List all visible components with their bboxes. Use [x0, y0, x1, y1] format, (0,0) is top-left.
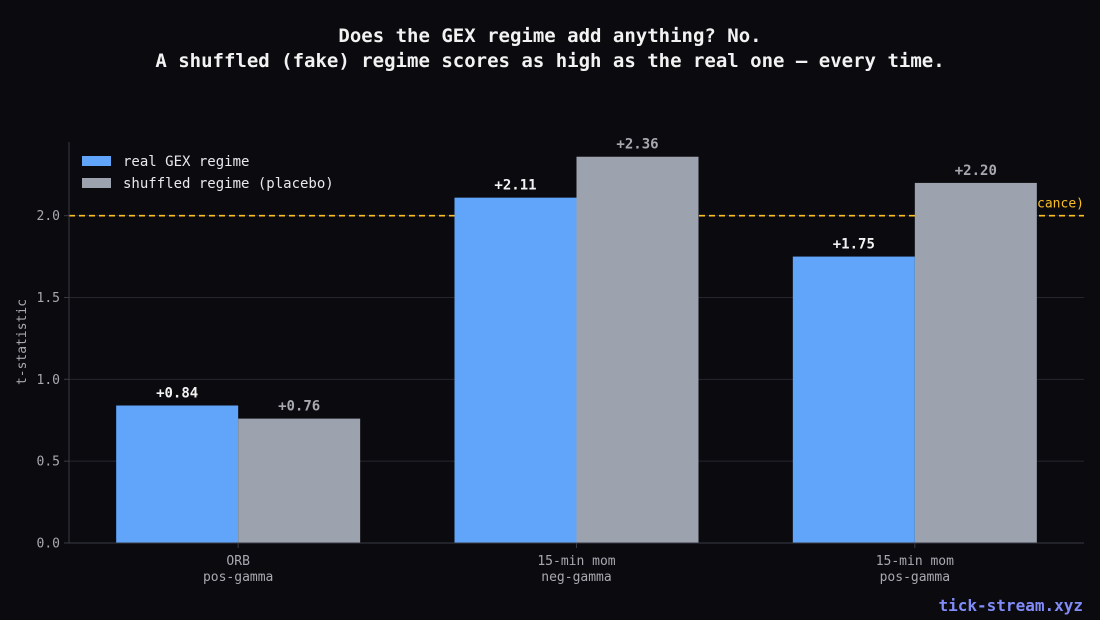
legend-swatch: [82, 156, 111, 166]
y-tick-label: 2.0: [37, 209, 60, 224]
bar-value-label: +0.76: [278, 399, 320, 415]
bar-value-label: +2.36: [616, 137, 658, 153]
x-tick-label: 15-min mom: [537, 554, 615, 569]
bar-value-label: +1.75: [833, 237, 875, 253]
x-tick-label: pos-gamma: [880, 570, 950, 585]
legend-swatch: [82, 178, 111, 188]
bar: [116, 405, 239, 543]
bar-value-labels: +0.84 +0.76 +2.11 +2.36 +1.75 +2.20: [156, 137, 997, 415]
legend-label: real GEX regime: [123, 154, 249, 170]
legend-label: shuffled regime (placebo): [123, 176, 334, 192]
x-tick-label: neg-gamma: [541, 570, 611, 585]
bar-value-label: +0.84: [156, 386, 198, 402]
y-tick-label: 1.5: [37, 291, 60, 306]
y-tick-label: 0.0: [37, 537, 60, 552]
y-tick-label: 0.5: [37, 455, 60, 470]
bars: [116, 156, 1037, 544]
watermark: tick-stream.xyz: [939, 596, 1084, 615]
legend: real GEX regime shuffled regime (placebo): [82, 154, 334, 192]
bar-value-label: +2.20: [955, 163, 997, 179]
y-tick-label: 1.0: [37, 373, 60, 388]
x-tick-label: pos-gamma: [203, 570, 273, 585]
chart-title: Does the GEX regime add anything? No.: [338, 25, 761, 47]
y-axis-label: t-statistic: [15, 299, 30, 385]
bar: [914, 182, 1037, 543]
bar-value-label: +2.11: [494, 178, 536, 194]
bar: [792, 256, 915, 543]
bar: [454, 197, 577, 543]
chart-subtitle: A shuffled (fake) regime scores as high …: [155, 50, 944, 72]
x-tick-label: ORB: [226, 554, 250, 569]
bar: [238, 418, 361, 543]
bar: [576, 156, 699, 544]
x-tick-label: 15-min mom: [876, 554, 954, 569]
